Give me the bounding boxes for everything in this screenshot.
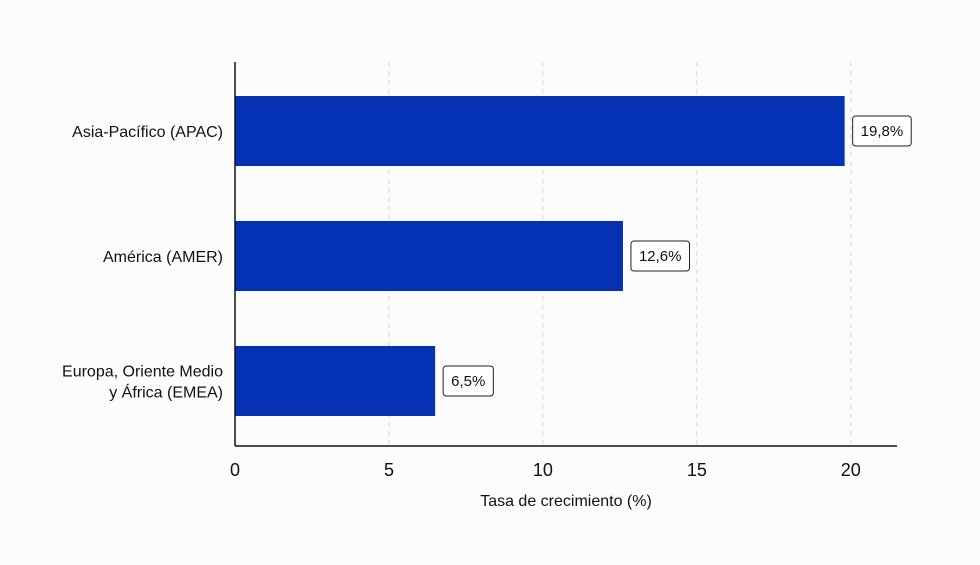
category-label: y África (EMEA) [109,383,223,402]
data-label-group: 19,8% [852,115,912,147]
data-label-group: 12,6% [630,240,691,272]
data-label-box [630,240,691,272]
data-label: 6,5% [451,373,485,390]
bar [235,96,845,166]
data-label: 19,8% [861,123,904,140]
x-axis-title: Tasa de crecimiento (%) [480,493,652,510]
x-tick-label: 5 [384,460,394,480]
data-label-group: 6,5% [442,365,494,397]
data-label-box [852,115,912,147]
category-label: América (AMER) [103,249,223,266]
category-label: Asia-Pacífico (APAC) [72,124,223,141]
category-label: Europa, Oriente Medio [62,364,223,381]
x-tick-label: 20 [841,460,861,480]
axes [234,62,897,447]
x-tick-label: 15 [687,460,707,480]
x-tick-label: 10 [533,460,553,480]
x-tick-label: 0 [230,460,240,480]
x-tick-labels: 0 5 10 15 20 [230,460,861,480]
bar [235,346,436,416]
category-labels: Asia-Pacífico (APAC) América (AMER) Europa… [62,124,223,402]
bars [235,96,845,416]
data-labels: 19,8% 12,6% 6,5% [442,115,912,397]
bar [235,221,623,291]
data-label-box [442,365,494,397]
data-label: 12,6% [639,248,682,265]
